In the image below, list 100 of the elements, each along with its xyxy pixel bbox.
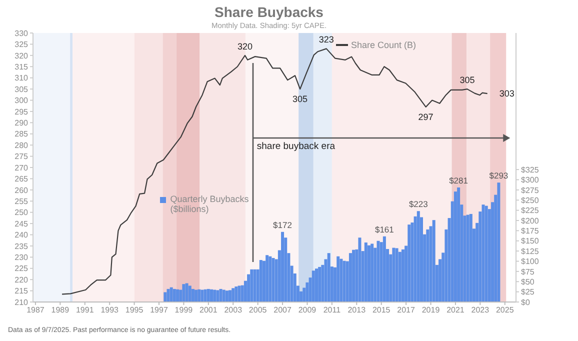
y-tick-label: 320 [14,51,29,60]
bar [188,286,192,302]
y-tick-label: 265 [14,174,29,184]
line-series [61,48,488,295]
y2-tick-label: $200 [521,216,540,226]
bar [172,288,176,302]
x-tick-label: 1991 [76,306,94,315]
bar [234,286,238,302]
bar [228,290,232,302]
bar [336,256,340,302]
y2-tick-label: $75 [521,267,535,276]
y-tick-label: 270 [14,163,29,172]
y2-tick-label: $150 [521,236,540,246]
y2-tick-label: $300 [521,176,540,185]
x-tick-label: 1989 [51,306,70,315]
y-tick-label: 250 [14,208,29,218]
y-tick-label: 235 [14,242,29,251]
bar [466,214,470,302]
chart-title: Share Buybacks [214,4,324,20]
x-tick-label: 2013 [348,306,366,315]
x-tick-label: 2023 [471,306,490,315]
data-label: $281 [449,175,468,186]
bar [219,288,222,302]
x-tick-label: 1993 [100,306,120,315]
y-tick-label: 255 [14,196,29,206]
bar [416,211,420,302]
bar [340,258,343,302]
y-tick-label: 245 [14,219,29,228]
bar [238,286,241,302]
bar [318,266,322,302]
y-tick-label: 215 [14,286,29,296]
bar [268,256,272,302]
bar [191,288,194,302]
bar [327,253,330,302]
bar [312,270,315,302]
y-tick-label: 280 [14,140,29,150]
y2-tick-label: $175 [521,226,540,236]
bar [484,206,488,302]
bar [358,238,362,302]
bar [382,236,386,302]
bar [364,242,368,302]
data-label: 297 [418,112,434,122]
y2-tick-label: $100 [521,257,540,266]
x-tick-label: 2015 [372,306,391,315]
y-tick-label: 240 [14,230,29,240]
bar [457,187,460,302]
y2-tick-label: $125 [521,246,540,256]
bar [198,289,201,302]
data-label: $161 [374,224,394,234]
bar [370,244,374,302]
x-tick-label: 1997 [150,306,168,315]
bar [204,289,207,302]
bar [232,288,235,302]
bar [222,290,226,302]
data-label: 320 [237,41,252,52]
data-label: 303 [499,88,514,99]
y2-tick-label: $250 [521,196,540,205]
bar [259,260,262,302]
legend-label: Share Count (B) [351,40,416,50]
bar [454,192,457,302]
x-tick-label: 2017 [397,306,416,315]
x-tick-label: 1987 [26,306,45,315]
legend-label: Quarterly Buybacks ($billions) [170,194,250,214]
y2-tick-label: $225 [521,206,540,216]
bar [200,290,204,302]
bar [395,248,398,302]
data-label: 323 [318,34,334,45]
x-tick-label: 2021 [446,306,465,315]
y2-tick-label: $25 [521,288,535,297]
bar [352,250,356,302]
bar [250,269,254,302]
bar [482,204,485,302]
y2-tick-label: $0 [521,298,530,307]
data-label: $293 [489,170,508,181]
bar [166,288,170,302]
bar [469,214,472,302]
y-tick-label: 260 [14,186,29,195]
y2-tick-label: $50 [521,277,535,286]
y-tick-label: 295 [14,107,29,116]
data-label: $172 [273,220,292,230]
y-tick-label: 220 [14,275,29,284]
bar [408,224,411,302]
x-tick-label: 2009 [298,306,317,315]
bar [348,253,352,302]
x-tick-label: 1995 [125,306,144,315]
bar [253,269,256,302]
bar [240,285,244,302]
y-tick-label: 310 [14,74,29,83]
y-tick-label: 305 [14,84,29,94]
x-tick-label: 2003 [224,306,243,315]
bar [272,258,275,302]
bar [398,252,402,302]
data-label: 305 [460,75,475,86]
bar [164,292,167,302]
bar [497,182,500,302]
bar [426,229,430,302]
bar [401,249,404,302]
data-label: $223 [408,199,428,210]
bar [342,260,346,302]
bar [185,283,188,302]
